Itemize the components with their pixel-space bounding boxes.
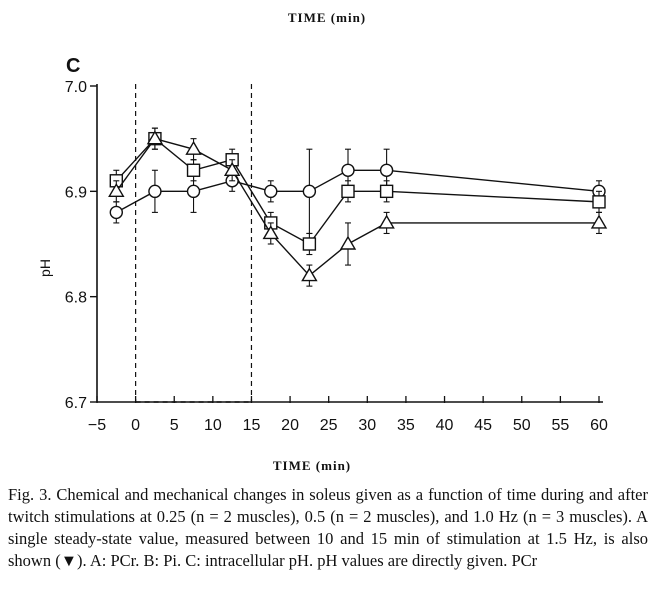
triangle-series: [108, 127, 608, 287]
y-tick-label: 6.9: [65, 184, 87, 201]
square-marker: [592, 195, 606, 209]
triangle-series-line: [115, 137, 599, 277]
ph-line-chart: −5 0 5 10 15 20 25 30 35 40 45 50 55 60 6.7 6.8 6.9 7.0 C…: [37, 55, 608, 473]
square-marker: [186, 163, 201, 177]
triangle-marker: [223, 161, 241, 176]
y-tick-label: 6.8: [65, 290, 87, 307]
x-axis-label: TIME (min): [273, 458, 351, 473]
top-axis-title: TIME (min): [287, 10, 367, 25]
square-marker: [302, 237, 317, 251]
triangle-marker: [262, 225, 279, 240]
x-tick-label: 55: [551, 417, 569, 434]
circle-marker: [186, 184, 201, 199]
figure-caption: Fig. 3. Chemical and mechanical changes …: [8, 484, 648, 572]
circle-marker: [264, 184, 278, 199]
circle-marker: [109, 205, 124, 220]
circle-marker: [379, 163, 394, 177]
x-tick-label: 35: [397, 417, 415, 434]
circle-marker: [148, 184, 162, 199]
triangle-marker: [590, 214, 608, 229]
x-tick-label: 0: [131, 417, 140, 434]
y-tick-label: 7.0: [65, 79, 87, 96]
triangle-marker: [339, 235, 357, 250]
y-tick-label: 6.7: [65, 395, 87, 412]
x-tick-label: 25: [320, 417, 338, 434]
square-marker: [379, 184, 394, 199]
triangle-marker: [108, 182, 125, 198]
panel-label: C: [66, 55, 80, 77]
caption-text: Fig. 3. Chemical and mechanical changes …: [8, 485, 648, 570]
square-marker: [341, 184, 355, 199]
x-tick-label: 40: [436, 417, 454, 434]
x-tick-label: 10: [204, 417, 222, 434]
x-tick-label: 60: [590, 417, 608, 434]
triangle-marker: [378, 214, 395, 229]
triangle-marker: [185, 140, 202, 155]
x-tick-label: 20: [281, 417, 299, 434]
triangle-marker: [301, 267, 318, 282]
triangle-marker: [146, 130, 164, 145]
x-tick-label: 45: [474, 417, 492, 434]
x-tick-label: 30: [358, 417, 376, 434]
x-tick-label: 15: [243, 417, 261, 434]
y-axis-label: pH: [37, 259, 53, 277]
x-tick-label: −5: [88, 417, 106, 434]
circle-marker: [302, 184, 317, 199]
x-tick-label: 50: [513, 417, 531, 434]
circle-marker: [341, 163, 355, 177]
x-tick-label: 5: [170, 417, 179, 434]
